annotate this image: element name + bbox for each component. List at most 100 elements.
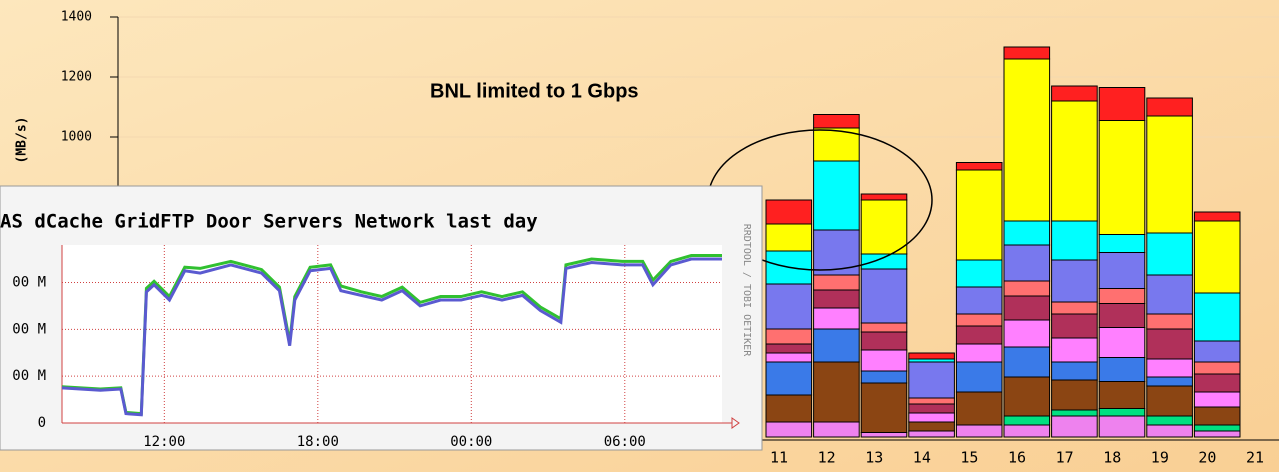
bar-segment xyxy=(1194,392,1240,407)
bar-segment xyxy=(909,404,955,413)
y-tick-label: 1200 xyxy=(61,70,92,85)
bar-segment xyxy=(861,433,907,438)
bar-segment xyxy=(861,194,907,200)
bar-segment xyxy=(1194,407,1240,425)
bar-segment xyxy=(1099,253,1145,289)
bar-segment xyxy=(1004,59,1050,221)
bar-segment xyxy=(956,314,1002,326)
x-tick-label: 12:00 xyxy=(143,434,185,450)
bar-segment xyxy=(1004,425,1050,437)
bar-segment xyxy=(1004,296,1050,320)
bar-segment xyxy=(909,431,955,437)
bar-segment xyxy=(1147,233,1193,275)
bar-segment xyxy=(1194,212,1240,221)
x-tick-label: 12 xyxy=(818,449,836,467)
bar-segment xyxy=(909,362,955,398)
bar-segment xyxy=(766,200,812,224)
bar-segment xyxy=(1052,338,1098,362)
bar-segment xyxy=(1004,377,1050,416)
bar-segment xyxy=(861,269,907,323)
y-tick-label: 1400 xyxy=(61,10,92,25)
bar-segment xyxy=(1194,221,1240,293)
bar-segment xyxy=(814,115,860,129)
bar-segment xyxy=(1099,328,1145,358)
bar-segment xyxy=(814,230,860,275)
bar-segment xyxy=(1052,260,1098,302)
bar-segment xyxy=(1147,116,1193,233)
bar-segment xyxy=(1052,380,1098,410)
bar-segment xyxy=(1099,235,1145,253)
x-tick-label: 18 xyxy=(1103,449,1121,467)
y-tick-label: 00 M xyxy=(12,368,46,384)
bar-segment xyxy=(1004,47,1050,59)
x-tick-label: 17 xyxy=(1056,449,1074,467)
bar-segment xyxy=(1052,416,1098,437)
x-tick-label: 06:00 xyxy=(604,434,646,450)
bar-segment xyxy=(1099,289,1145,304)
bar-segment xyxy=(1004,281,1050,296)
bar-segment xyxy=(1147,329,1193,359)
bar-segment xyxy=(1099,88,1145,121)
bar-segment xyxy=(814,422,860,437)
bar-segment xyxy=(861,383,907,433)
bar-segment xyxy=(1194,431,1240,437)
bar-segment xyxy=(909,422,955,431)
bar-segment xyxy=(1194,425,1240,431)
bar-segment xyxy=(956,344,1002,362)
annotation: BNL limited to 1 Gbps xyxy=(430,80,639,102)
bar-segment xyxy=(766,362,812,395)
y-tick-label: 00 M xyxy=(12,321,46,337)
bar-segment xyxy=(1194,293,1240,341)
x-tick-label: 00:00 xyxy=(450,434,492,450)
bar-segment xyxy=(1099,409,1145,417)
bar-segment xyxy=(956,326,1002,344)
bar-segment xyxy=(766,353,812,362)
bar-segment xyxy=(1052,221,1098,260)
bar-segment xyxy=(1147,386,1193,416)
bar-segment xyxy=(766,284,812,329)
bar-segment xyxy=(1099,304,1145,328)
bar-segment xyxy=(1052,362,1098,380)
y-tick-label: 0 xyxy=(38,415,46,431)
bar-segment xyxy=(1194,362,1240,374)
bar-segment xyxy=(766,422,812,437)
bar-segment xyxy=(956,170,1002,260)
bar-segment xyxy=(1147,98,1193,116)
bar-segment xyxy=(766,344,812,353)
x-tick-label: 21 xyxy=(1246,449,1264,467)
bar-segment xyxy=(956,163,1002,171)
bar-segment xyxy=(1004,320,1050,347)
bar-segment xyxy=(1052,86,1098,101)
bar-segment xyxy=(1147,416,1193,425)
bar-segment xyxy=(861,371,907,383)
bar-segment xyxy=(956,287,1002,314)
watermark: RRDTOOL / TOBI OETIKER xyxy=(741,224,752,357)
bar-segment xyxy=(814,308,860,329)
bar-segment xyxy=(1099,382,1145,409)
inset-chart: AS dCache GridFTP Door Servers Network l… xyxy=(0,186,762,450)
plot-area xyxy=(62,245,722,423)
bar-segment xyxy=(814,275,860,290)
x-tick-label: 14 xyxy=(913,449,931,467)
bar-segment xyxy=(909,398,955,404)
bar-segment xyxy=(766,329,812,344)
bar-segment xyxy=(1052,101,1098,221)
x-tick-label: 13 xyxy=(865,449,883,467)
y-tick-label: 00 M xyxy=(12,274,46,290)
bar-segment xyxy=(814,329,860,362)
x-tick-label: 20 xyxy=(1198,449,1216,467)
bar-segment xyxy=(861,323,907,332)
bar-segment xyxy=(956,362,1002,392)
bar-segment xyxy=(956,425,1002,437)
bar-segment xyxy=(909,413,955,422)
bar-segment xyxy=(1004,347,1050,377)
bar-segment xyxy=(1004,416,1050,425)
bar-segment xyxy=(861,332,907,350)
bar-segment xyxy=(1004,221,1050,245)
bar-segment xyxy=(814,290,860,308)
bar-segment xyxy=(861,350,907,371)
bar-segment xyxy=(956,392,1002,425)
x-tick-label: 19 xyxy=(1151,449,1169,467)
x-tick-label: 15 xyxy=(960,449,978,467)
